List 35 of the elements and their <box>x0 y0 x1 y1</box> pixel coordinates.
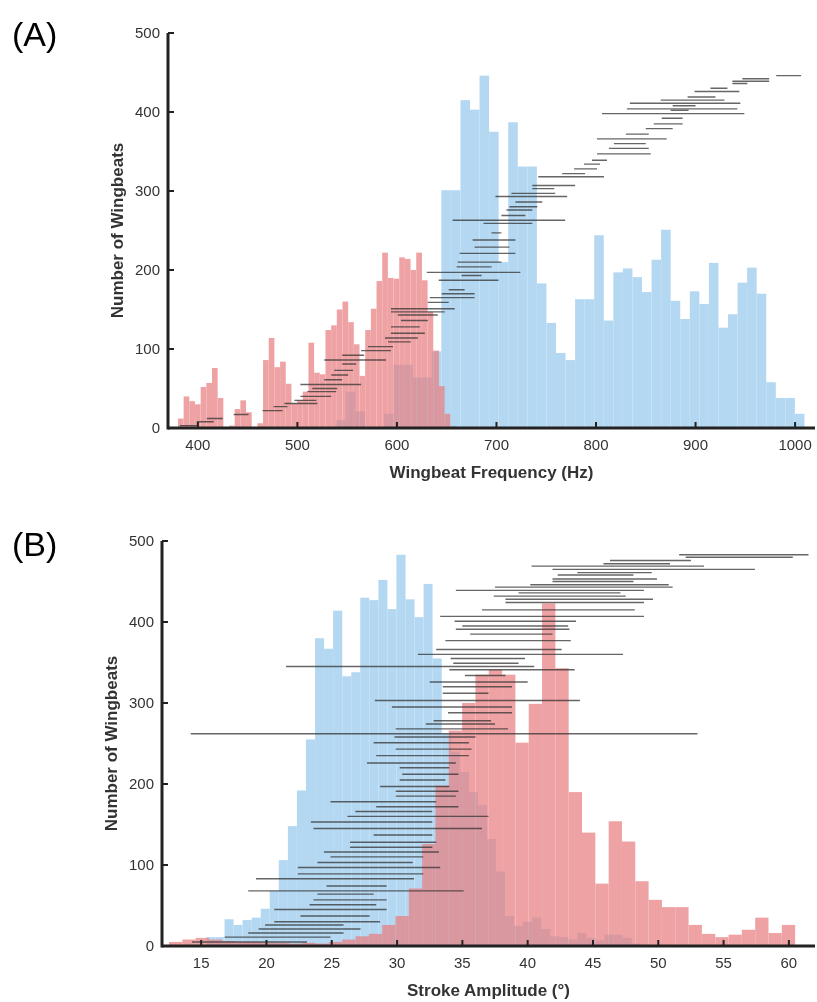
x-tick-label: 40 <box>519 954 537 971</box>
x-tick-label: 500 <box>284 436 310 453</box>
x-tick-label: 400 <box>185 436 211 453</box>
y-tick-label: 0 <box>145 937 154 954</box>
x-tick-label: 45 <box>584 954 602 971</box>
x-tick-label: 50 <box>649 954 667 971</box>
x-tick-label: 700 <box>483 436 509 453</box>
x-tick-label: 35 <box>454 954 471 971</box>
y-tick-label: 500 <box>128 532 154 549</box>
x-axis-title: Stroke Amplitude (°) <box>407 981 570 1000</box>
y-tick-label: 200 <box>134 261 160 278</box>
y-axis-title: Number of Wingbeats <box>102 655 121 832</box>
y-tick-label: 300 <box>134 182 160 199</box>
y-axis-title: Number of Wingbeats <box>108 142 127 319</box>
y-tick-label: 100 <box>128 856 154 873</box>
y-tick-label: 0 <box>151 419 160 436</box>
x-tick-label: 60 <box>780 954 798 971</box>
y-tick-label: 400 <box>134 103 160 120</box>
chart-title: (A) <box>12 15 58 53</box>
x-tick-label: 55 <box>715 954 732 971</box>
x-tick-label: 900 <box>683 436 709 453</box>
x-tick-label: 15 <box>192 954 210 971</box>
y-tick-label: 100 <box>134 340 160 357</box>
x-tick-label: 25 <box>323 954 341 971</box>
x-tick-label: 800 <box>583 436 609 453</box>
x-tick-label: 20 <box>258 954 275 971</box>
y-tick-label: 400 <box>128 613 154 630</box>
x-tick-label: 30 <box>388 954 406 971</box>
x-axis-title: Wingbeat Frequency (Hz) <box>389 463 594 482</box>
y-tick-label: 300 <box>128 694 154 711</box>
chart-title: (B) <box>12 525 58 563</box>
x-tick-label: 1000 <box>778 436 812 453</box>
y-tick-label: 500 <box>134 24 160 41</box>
y-tick-label: 200 <box>128 775 154 792</box>
x-tick-label: 600 <box>384 436 410 453</box>
